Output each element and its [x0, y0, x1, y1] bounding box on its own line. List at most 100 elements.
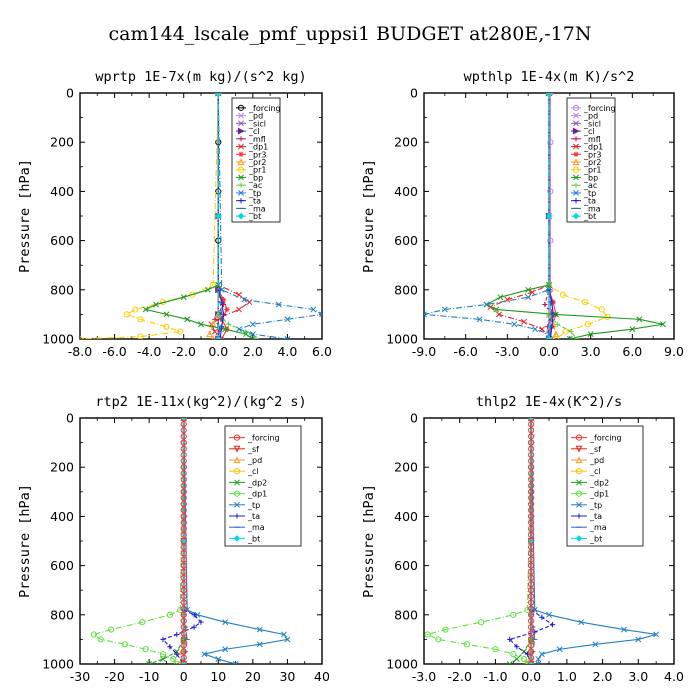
series-point-tp [546, 611, 552, 618]
y-axis-label: Pressure [hPa] [361, 159, 377, 273]
series-point-dp1 [521, 318, 527, 325]
legend-swatch-marker [233, 535, 241, 542]
legend-entry: _bt [247, 534, 260, 543]
x-tick-label: -10 [139, 669, 159, 684]
legend-swatch-marker [573, 120, 579, 127]
legend-swatch-marker [233, 490, 241, 497]
legend-swatch-marker [238, 143, 244, 150]
legend-entry: _cl [248, 127, 260, 136]
series-point-dp1 [510, 611, 517, 618]
legend-swatch-marker [237, 104, 245, 111]
forcing-zero-marker [528, 660, 535, 664]
forcing-zero-marker [180, 519, 187, 526]
forcing-zero-marker [180, 457, 187, 465]
x-tick-label: 2.0 [243, 344, 263, 359]
series-point-bp [142, 306, 149, 313]
series-point-tp [201, 651, 208, 658]
legend-swatch-marker [572, 127, 580, 135]
y-tick-label: 0 [410, 411, 418, 426]
legend-entry: _dp2 [589, 478, 609, 487]
forcing-zero-marker [180, 513, 187, 520]
legend-swatch-marker [576, 513, 582, 519]
series-line-bp [485, 93, 664, 339]
series-point-tp [483, 301, 490, 308]
series-point-tp [310, 306, 317, 313]
panels: wprtp 1E-7x(m kg)/(s^2 kg)02004006008001… [17, 69, 684, 684]
x-tick-label: 1.0 [557, 669, 577, 684]
series-point-ac [226, 321, 232, 327]
forcing-zero-marker [528, 556, 535, 563]
legend-entry: _dp2 [247, 478, 267, 487]
x-tick-label: 30 [279, 669, 295, 684]
forcing-zero-marker [180, 482, 187, 489]
x-tick-label: 3.0 [628, 669, 648, 684]
x-tick-label: 40 [314, 669, 330, 684]
forcing-zero-marker [528, 421, 535, 428]
series-line-pr1 [548, 93, 609, 339]
series-point-mfl [542, 301, 548, 308]
legend-swatch-marker [238, 182, 244, 188]
series-point-dp1 [496, 311, 502, 318]
legend: _forcing _sf _pd _cl _dp2 _dp1 _tp _ta _ma _bt [566, 425, 644, 547]
legend-entry: _bp [248, 173, 263, 182]
x-tick-label: 2.0 [593, 669, 613, 684]
y-axis-label: Pressure [hPa] [17, 159, 33, 273]
legend-entry: _mfl [248, 135, 266, 144]
forcing-zero-marker [180, 494, 187, 502]
legend-entry: _forcing [589, 434, 622, 443]
forcing-zero-marker [180, 599, 187, 606]
legend: _forcing_pd_sicl_cl_mfl_dp1_pr3_pr2_pr1_… [566, 97, 616, 223]
forcing-zero-marker [180, 427, 187, 434]
legend-entry: _forcing [247, 434, 280, 443]
series-point-tp [222, 619, 229, 626]
series-point-dp1 [170, 655, 177, 663]
series-point-forcing [547, 139, 554, 146]
forcing-zero-marker [180, 464, 187, 471]
legend: _forcing_pd_sicl_cl_mfl_dp1_pr3_pr2_pr1_… [231, 97, 281, 223]
series-line-tp [183, 418, 289, 664]
forcing-zero-marker [180, 418, 187, 422]
series-point-dp1 [173, 660, 180, 664]
forcing-zero-marker [180, 648, 187, 655]
series-point-pr1 [562, 328, 569, 335]
series-point-ta [198, 619, 204, 625]
series-line-ma [217, 93, 223, 339]
legend-entry: _bp [583, 173, 598, 182]
series-point-ta [539, 614, 545, 620]
y-tick-label: 1000 [42, 332, 74, 347]
forcing-zero-marker [180, 537, 187, 545]
x-tick-label: -30 [70, 669, 90, 684]
series-point-pr1 [137, 333, 144, 339]
forcing-zero-marker [528, 418, 535, 422]
legend-swatch-marker [572, 212, 580, 220]
forcing-zero-marker [528, 642, 535, 649]
forcing-zero-marker [528, 507, 535, 514]
series-point-ac [568, 329, 574, 335]
legend-entry: _sf [589, 445, 601, 454]
y-tick-label: 1000 [386, 332, 418, 347]
forcing-zero-marker [180, 574, 187, 582]
series-point-bp [659, 321, 666, 328]
legend-entry: _ta [248, 197, 261, 206]
series-point-tp [635, 636, 642, 643]
y-axis-label: Pressure [hPa] [361, 484, 377, 598]
series-line-dp1 [425, 418, 532, 664]
forcing-zero-marker [528, 648, 535, 655]
series-point-bt [214, 335, 222, 339]
x-tick-label: -1.0 [483, 669, 507, 684]
series-point-dp1 [236, 306, 242, 313]
legend-swatch-marker [233, 468, 241, 475]
series-point-bp [636, 316, 643, 323]
series-point-dp1 [211, 328, 218, 335]
legend-entry: _tp [247, 501, 260, 510]
series-line-ma [548, 93, 553, 339]
legend-swatch-marker [234, 501, 240, 508]
forcing-zero-marker [180, 593, 187, 600]
legend-swatch-marker [573, 136, 579, 142]
forcing-zero-marker [528, 470, 535, 477]
legend-swatch-marker [575, 535, 583, 542]
series-point-dp1 [121, 641, 129, 648]
series-point-dp1 [520, 655, 528, 663]
legend-swatch-marker [575, 456, 583, 464]
legend-entry: _pr3 [583, 150, 601, 159]
